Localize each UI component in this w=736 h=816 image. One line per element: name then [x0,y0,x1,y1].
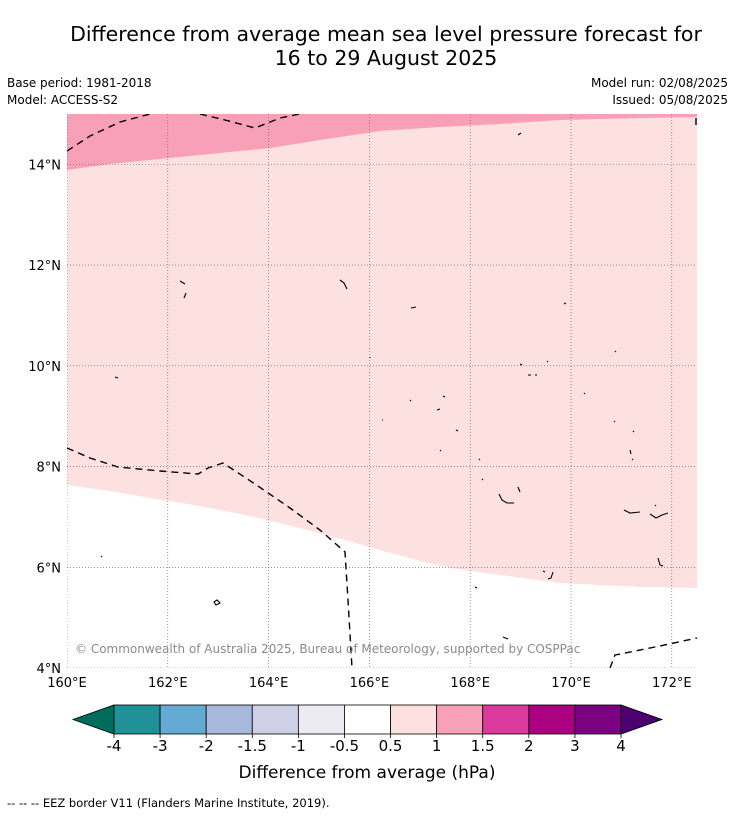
region-0.5-to-1 [67,114,697,588]
lon-tick-label: 172°E [652,676,692,691]
copyright-notice: © Commonwealth of Australia 2025, Bureau… [75,642,580,656]
colorbar-segment [482,704,530,735]
lon-tick-label: 168°E [450,676,490,691]
axis-tick-labels: 160°E 162°E 164°E 166°E 168°E 170°E 172°E 14°N 1… [28,158,691,691]
colorbar-tick-label: -2 [199,737,214,755]
colorbar-tick-label: -3 [153,737,168,755]
colorbar-segment [251,704,299,735]
colorbar-tick-label: -1.5 [238,737,267,755]
eez-border-southeast [609,637,697,668]
colorbar-segment [528,704,576,735]
lon-tick-label: 170°E [551,676,591,691]
island [502,636,509,640]
meta-right: Model run: 02/08/2025 Issued: 05/08/2025 [591,75,728,109]
colorbar-label: Difference from average (hPa) [239,763,496,783]
lat-tick-label: 12°N [28,259,61,274]
lat-tick-label: 8°N [37,461,62,476]
lat-tick-label: 4°N [37,662,62,677]
colorbar-segment [344,704,391,735]
colorbar-segment [297,704,345,735]
title-line-2: 16 to 29 August 2025 [274,46,498,70]
island [382,419,635,433]
colorbar-tick-label: -4 [107,737,122,755]
islands [100,132,669,640]
model-name: Model: ACCESS-S2 [7,93,119,107]
eez-legend: -- -- -- EEZ border V11 (Flanders Marine… [7,796,330,810]
lon-tick-label: 162°E [148,676,188,691]
colorbar-segment [574,704,622,735]
island [517,132,522,136]
island [519,360,549,376]
colorbar-segment [390,704,438,735]
colorbar-segment [436,704,484,735]
eez-borders [67,114,697,668]
base-period: Base period: 1981-2018 [7,76,152,90]
island [100,555,664,567]
map-title: Difference from average mean sea level p… [0,22,736,70]
colorbar-tick-label: 3 [570,737,580,755]
colorbar-tick-label: 2 [524,737,534,755]
colorbar-tick-label: 1 [432,737,442,755]
colorbar-segment [113,704,161,735]
colorbar-segment [205,704,253,735]
island [623,504,669,519]
colorbar-extend-high [620,704,664,735]
colorbar-extend-low [71,704,115,735]
lat-tick-label: 6°N [37,561,62,576]
lon-tick-label: 160°E [47,676,87,691]
title-line-1: Difference from average mean sea level p… [70,22,702,46]
colorbar-tick-label: -1 [291,737,306,755]
eez-border-middle [67,447,353,668]
island [339,279,348,290]
island [474,570,554,589]
gridlines [67,114,697,668]
colorbar-tick-label: -0.5 [330,737,359,755]
colorbar-segment [159,704,207,735]
colorbar: -4 -3 -2 -1.5 -1 -0.5 0.5 1 1.5 2 3 4 [71,704,664,755]
colorbar-tick-label: 4 [616,737,626,755]
island [179,280,187,299]
region-1-to-1.5 [67,114,697,170]
colorbar-tick-label: 1.5 [471,737,495,755]
island [213,599,221,606]
island [409,392,586,411]
island [410,306,417,309]
island [563,302,567,305]
meta-left: Base period: 1981-2018 Model: ACCESS-S2 [7,75,152,109]
island [439,449,634,461]
colorbar-tick-label: 0.5 [379,737,403,755]
island [481,478,521,504]
lon-tick-label: 164°E [249,676,289,691]
model-run: Model run: 02/08/2025 [590,76,728,90]
map-plot-area: © Commonwealth of Australia 2025, Bureau… [67,114,697,668]
lon-tick-label: 166°E [350,676,390,691]
island [114,350,617,379]
issued-date: Issued: 05/08/2025 [612,93,728,107]
lat-tick-label: 10°N [28,360,61,375]
eez-border-north [67,114,301,152]
lat-tick-label: 14°N [28,158,61,173]
